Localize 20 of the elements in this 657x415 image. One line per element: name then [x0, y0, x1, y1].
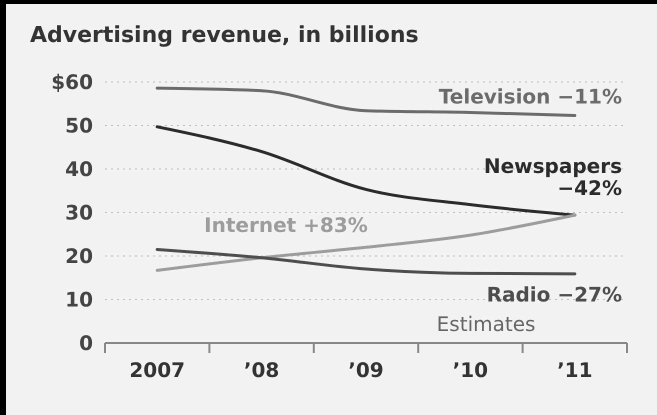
series-label: Internet +83%: [204, 213, 368, 238]
line-series: [156, 248, 576, 276]
y-tick-label: 50: [65, 114, 93, 138]
x-tick-label: ’10: [452, 358, 488, 382]
y-tick-label: 40: [65, 157, 93, 181]
x-tick-label: ’08: [244, 358, 280, 382]
chart-title: Advertising revenue, in billions: [30, 23, 419, 48]
y-tick-label: 20: [65, 244, 93, 268]
line-series: [156, 214, 576, 272]
series-label: Television −11%: [438, 84, 622, 108]
y-tick-label: 30: [65, 200, 93, 224]
y-tick-label: 0: [79, 331, 93, 355]
x-tick-label: ’11: [557, 358, 593, 382]
y-tick-label: 10: [65, 288, 93, 312]
x-tick-label: 2007: [129, 358, 186, 382]
y-tick-label: $60: [51, 70, 93, 94]
x-tick-label: ’09: [348, 358, 384, 382]
series-label: Radio −27%: [486, 282, 622, 307]
annotation: Estimates: [436, 312, 536, 336]
series-label: Newspapers −42%: [484, 154, 622, 200]
